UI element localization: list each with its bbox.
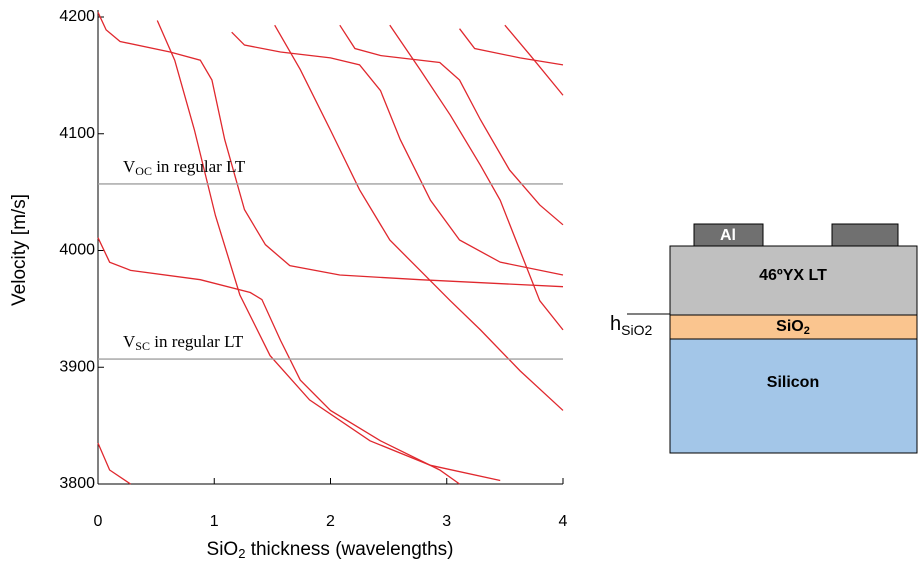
electrode — [831, 223, 899, 247]
y-tick-label: 4000 — [59, 242, 95, 259]
y-tick-label: 3900 — [59, 358, 95, 375]
x-label-sub: 2 — [238, 546, 245, 561]
annotation-rest: in regular LT — [152, 157, 246, 176]
curve — [97, 237, 460, 485]
annotation-sub: OC — [135, 164, 152, 178]
structure-diagram: Al 46ºYX LT SiO2 Silicon hSiO2 — [610, 223, 918, 454]
curve — [97, 12, 564, 288]
curve — [156, 20, 501, 482]
sio2-main: SiO — [776, 318, 804, 335]
curve — [339, 24, 564, 226]
thickness-main: h — [610, 313, 621, 335]
thickness-sub: SiO2 — [621, 322, 652, 338]
curve — [274, 24, 564, 411]
annotation-main: V — [123, 332, 136, 351]
x-axis-label: SiO2 thickness (wavelengths) — [207, 539, 454, 561]
curve — [97, 442, 131, 485]
x-tick-label: 2 — [326, 513, 335, 530]
sio2-layer — [669, 314, 918, 340]
y-tick-label: 3800 — [59, 475, 95, 492]
thickness-label: hSiO2 — [610, 313, 652, 337]
electrode-label: Al — [720, 227, 736, 244]
curve — [504, 24, 564, 96]
curve — [459, 28, 564, 66]
x-tick-label: 4 — [559, 513, 568, 530]
lt-label: 46ºYX LT — [759, 267, 827, 284]
annotation-main: V — [123, 157, 136, 176]
annotation: VOC in regular LT — [123, 157, 246, 178]
curve — [231, 31, 564, 276]
lt-layer — [669, 245, 918, 316]
silicon-label: Silicon — [767, 374, 819, 391]
x-tick-label: 3 — [442, 513, 451, 530]
silicon-layer — [669, 338, 918, 454]
x-label-rest: thickness (wavelengths) — [245, 539, 453, 560]
sio2-label: SiO2 — [776, 318, 810, 337]
y-tick-label: 4200 — [59, 8, 95, 25]
annotation-sub: SC — [135, 339, 150, 353]
annotation-rest: in regular LT — [150, 332, 244, 351]
annotation: VSC in regular LT — [123, 332, 244, 353]
sio2-sub: 2 — [804, 325, 810, 337]
y-axis-label: Velocity [m/s] — [9, 194, 30, 306]
x-label-main: SiO — [207, 539, 239, 560]
y-tick-label: 4100 — [59, 125, 95, 142]
curve — [389, 24, 564, 331]
x-tick-label: 0 — [94, 513, 103, 530]
x-tick-label: 1 — [210, 513, 219, 530]
